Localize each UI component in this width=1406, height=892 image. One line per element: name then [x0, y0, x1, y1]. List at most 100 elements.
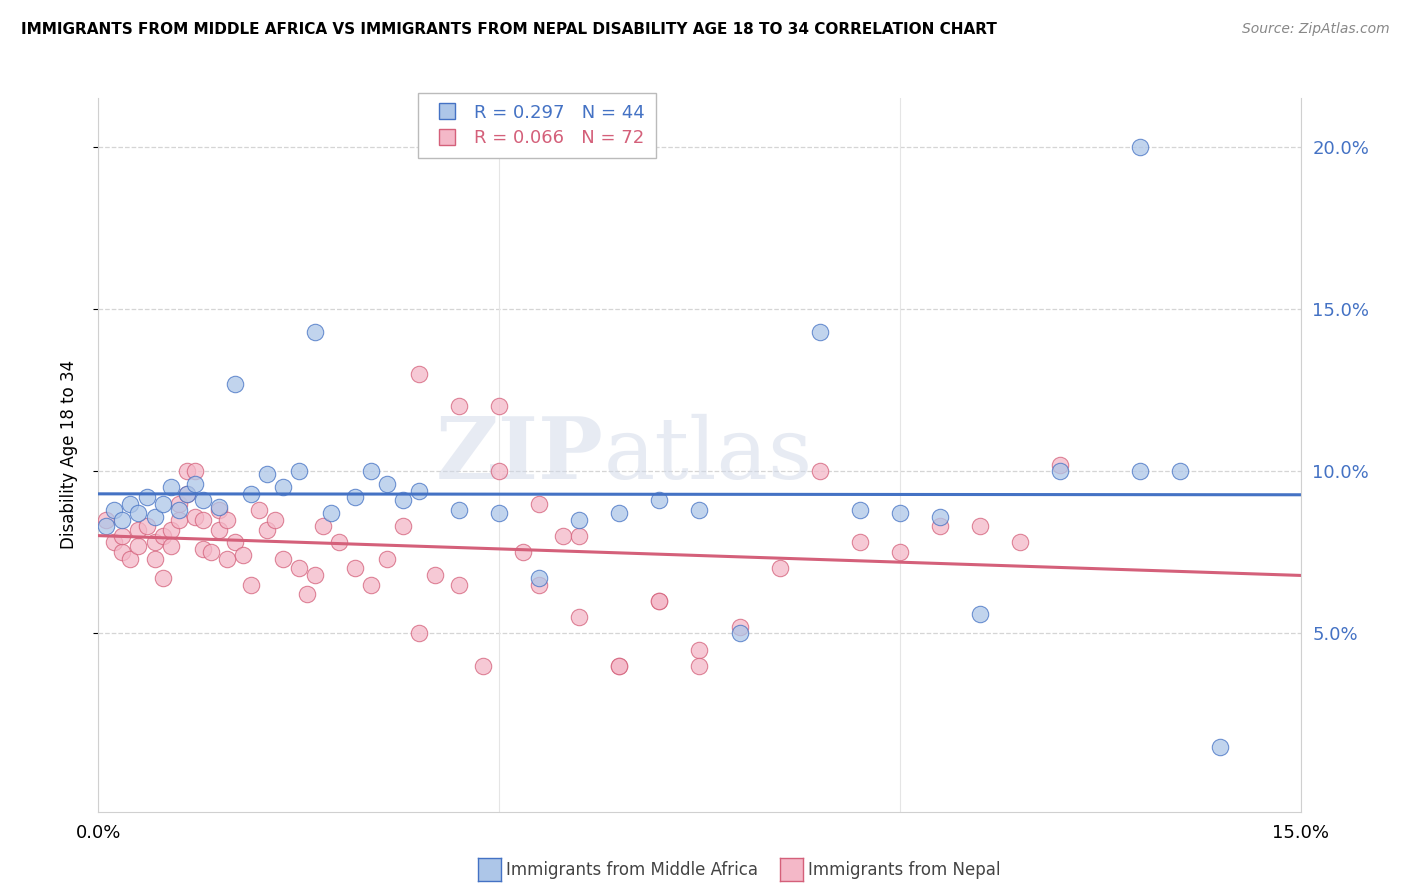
Point — [191, 513, 214, 527]
Point — [1049, 464, 1071, 478]
Point — [447, 399, 470, 413]
Point — [128, 523, 150, 537]
Point — [553, 529, 575, 543]
Point — [488, 506, 510, 520]
Point — [689, 642, 711, 657]
Point — [256, 523, 278, 537]
Point — [312, 519, 335, 533]
Point — [488, 399, 510, 413]
Point — [152, 497, 174, 511]
Point — [512, 545, 534, 559]
Point — [408, 367, 430, 381]
Point — [191, 541, 214, 556]
Point — [568, 610, 591, 624]
Text: IMMIGRANTS FROM MIDDLE AFRICA VS IMMIGRANTS FROM NEPAL DISABILITY AGE 18 TO 34 C: IMMIGRANTS FROM MIDDLE AFRICA VS IMMIGRA… — [21, 22, 997, 37]
Point — [808, 464, 831, 478]
Point — [529, 497, 551, 511]
Point — [288, 464, 311, 478]
Point — [135, 519, 157, 533]
Point — [447, 577, 470, 591]
Point — [208, 500, 231, 514]
Point — [103, 503, 125, 517]
Point — [1170, 464, 1192, 478]
Point — [343, 490, 366, 504]
Point — [328, 535, 350, 549]
Point — [191, 493, 214, 508]
Y-axis label: Disability Age 18 to 34: Disability Age 18 to 34 — [59, 360, 77, 549]
Point — [111, 545, 134, 559]
Point — [889, 545, 911, 559]
Point — [111, 513, 134, 527]
Point — [447, 503, 470, 517]
Point — [849, 535, 872, 549]
Point — [232, 549, 254, 563]
Point — [472, 658, 495, 673]
Point — [343, 561, 366, 575]
Point — [568, 513, 591, 527]
Point — [256, 467, 278, 482]
Point — [183, 509, 205, 524]
Point — [167, 503, 190, 517]
Point — [929, 509, 952, 524]
Point — [1129, 140, 1152, 154]
Point — [224, 376, 246, 391]
Point — [167, 497, 190, 511]
Point — [529, 571, 551, 585]
Point — [319, 506, 342, 520]
Point — [152, 529, 174, 543]
Point — [1010, 535, 1032, 549]
Point — [183, 477, 205, 491]
Point — [96, 519, 118, 533]
Point — [304, 325, 326, 339]
Point — [1049, 458, 1071, 472]
Text: Immigrants from Nepal: Immigrants from Nepal — [808, 861, 1001, 879]
Point — [648, 493, 671, 508]
Point — [143, 535, 166, 549]
Point — [128, 539, 150, 553]
Point — [239, 487, 262, 501]
Point — [208, 503, 231, 517]
Point — [375, 477, 398, 491]
Text: atlas: atlas — [603, 413, 813, 497]
Point — [159, 539, 181, 553]
Point — [159, 480, 181, 494]
Point — [271, 551, 294, 566]
Point — [609, 658, 631, 673]
Point — [609, 506, 631, 520]
Point — [120, 551, 142, 566]
Point — [304, 568, 326, 582]
Point — [375, 551, 398, 566]
Point — [135, 490, 157, 504]
Point — [728, 626, 751, 640]
Point — [176, 487, 198, 501]
Point — [96, 513, 118, 527]
Point — [392, 493, 415, 508]
Point — [689, 658, 711, 673]
Point — [247, 503, 270, 517]
Point — [808, 325, 831, 339]
Point — [488, 464, 510, 478]
Point — [288, 561, 311, 575]
Point — [215, 551, 238, 566]
Point — [529, 577, 551, 591]
Point — [1209, 739, 1232, 754]
Point — [224, 535, 246, 549]
Point — [271, 480, 294, 494]
Point — [969, 607, 991, 621]
Point — [728, 620, 751, 634]
Point — [689, 503, 711, 517]
Point — [176, 464, 198, 478]
Point — [143, 551, 166, 566]
Point — [239, 577, 262, 591]
Point — [295, 587, 318, 601]
Point — [849, 503, 872, 517]
Point — [111, 529, 134, 543]
Point — [215, 513, 238, 527]
Point — [159, 523, 181, 537]
Point — [1129, 464, 1152, 478]
Point — [408, 626, 430, 640]
Point — [183, 464, 205, 478]
Point — [176, 487, 198, 501]
Point — [423, 568, 446, 582]
Point — [120, 497, 142, 511]
